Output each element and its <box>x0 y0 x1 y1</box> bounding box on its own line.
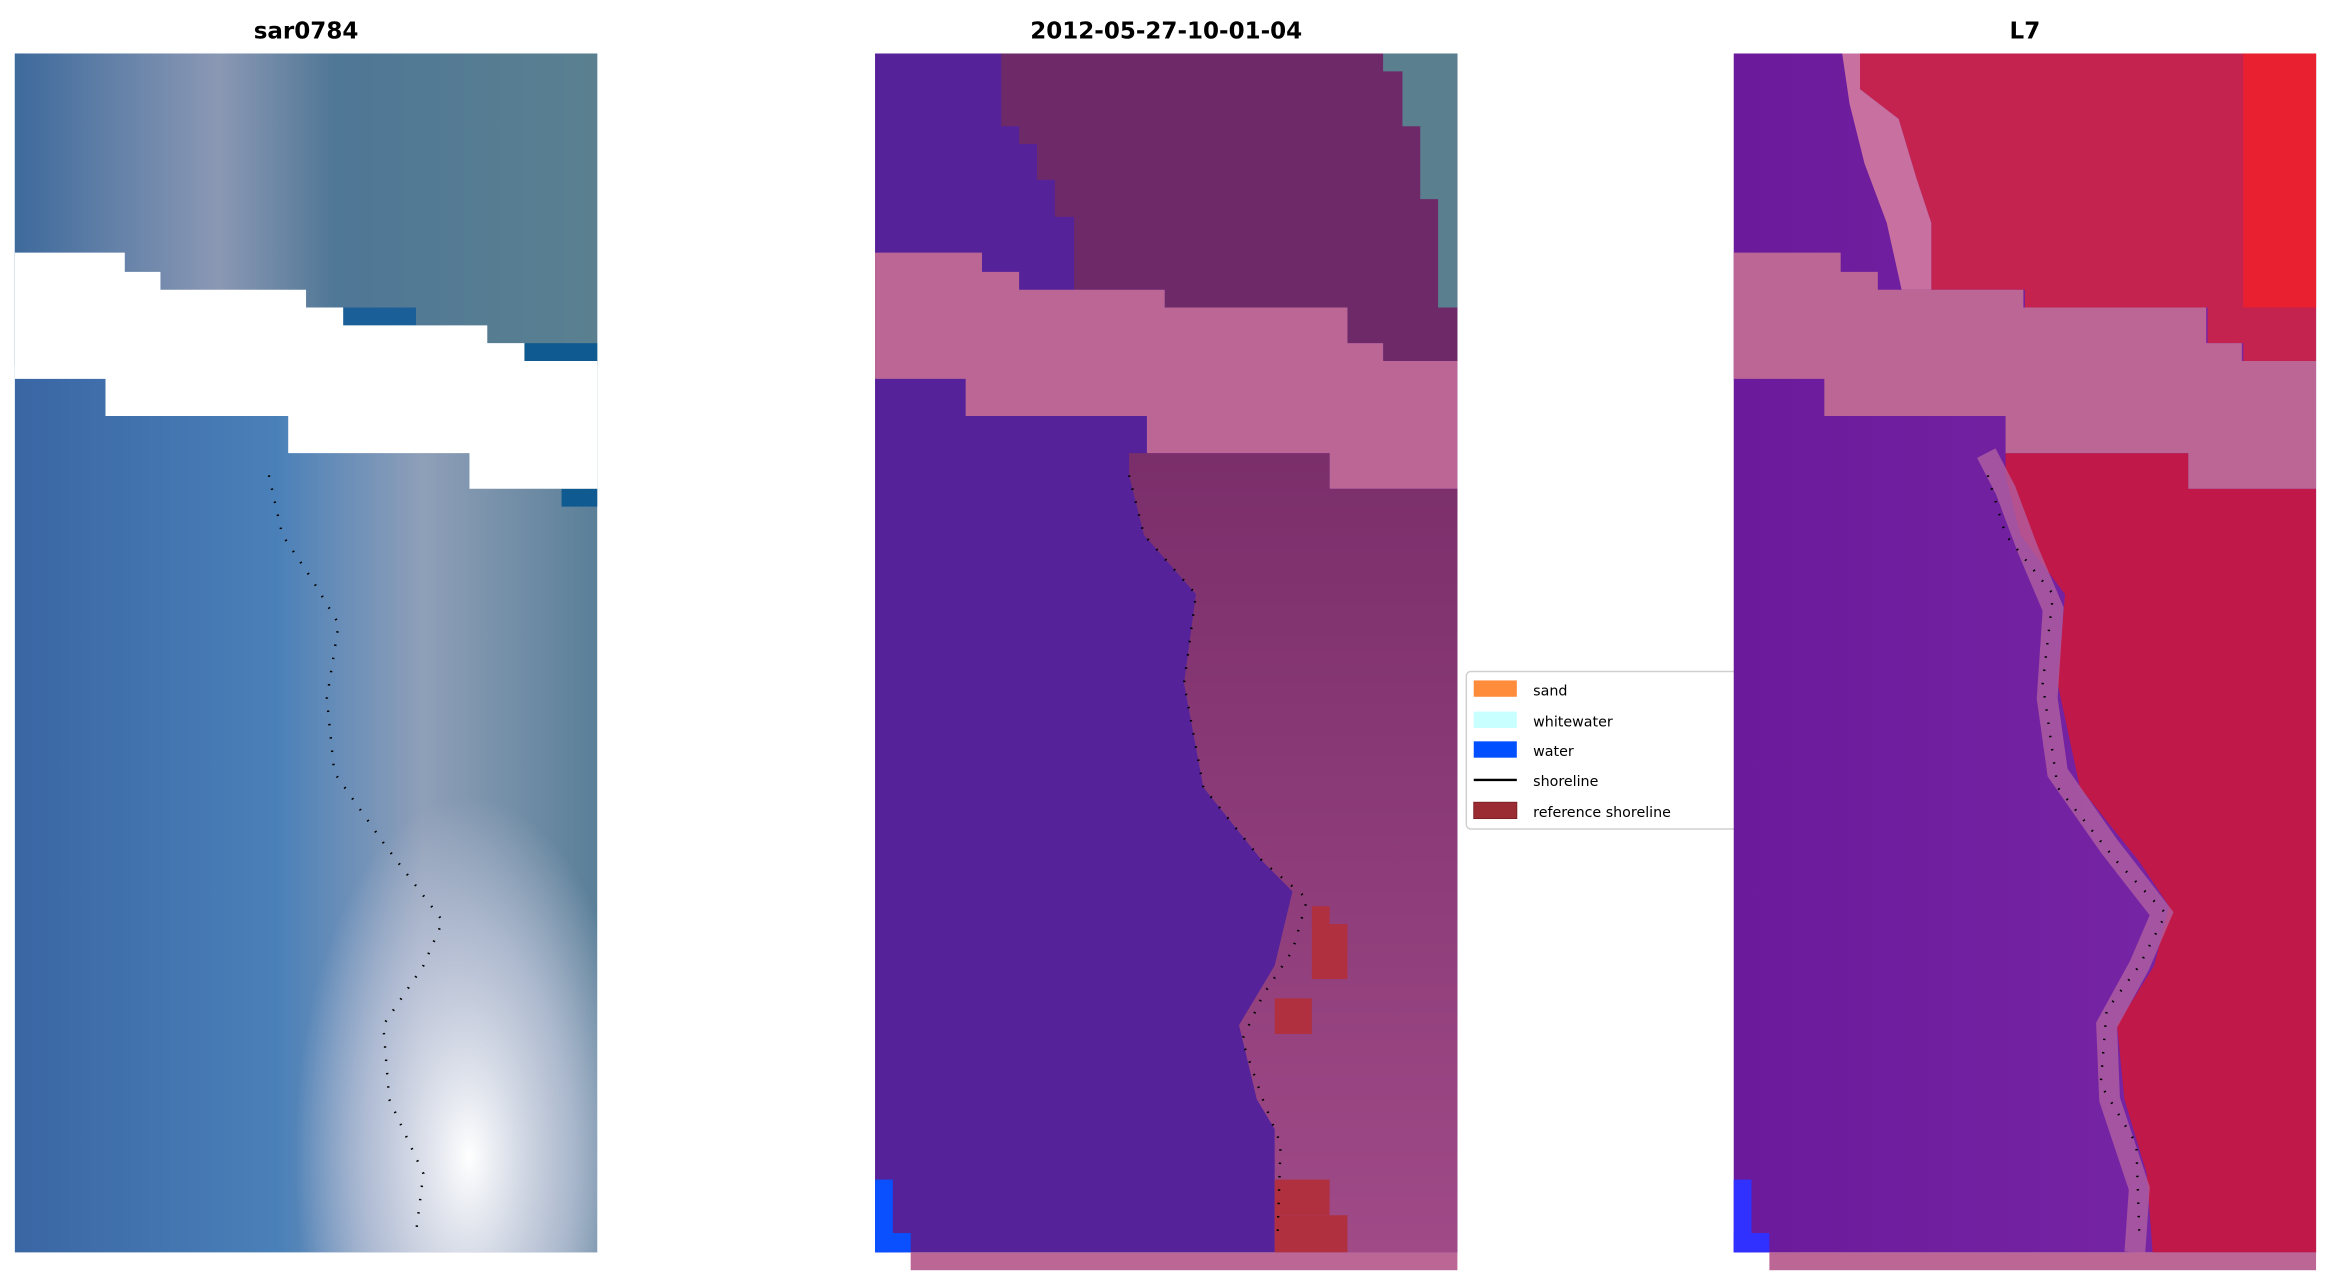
whitewater-area <box>14 53 598 1253</box>
dark-water-pixel <box>561 488 598 507</box>
whitewater-swatch <box>1473 711 1517 728</box>
reference-shoreline-pixels <box>1274 1179 1330 1216</box>
reference-shoreline-pixels <box>1274 998 1312 1035</box>
teal-strip <box>1383 53 1458 308</box>
reference-shoreline-pixels <box>1274 1215 1348 1253</box>
legend-label: sand <box>1533 683 1567 699</box>
bright-red-strip <box>2243 53 2317 308</box>
land-area-bottom <box>1129 453 1458 1253</box>
water-swatch <box>1473 741 1517 758</box>
water-pixels <box>875 1233 911 1253</box>
transition-strip <box>1842 53 1932 290</box>
water-pixels <box>1733 1233 1770 1253</box>
panel-title: sar0784 <box>254 19 359 45</box>
panel-index: L7 <box>1733 19 2317 1271</box>
panel-title: L7 <box>2010 19 2041 45</box>
dark-water-pixel <box>524 343 598 362</box>
land-area-top <box>1001 53 1458 362</box>
cloud-mask-band <box>1733 252 2317 489</box>
legend: sand whitewater water shoreline referenc… <box>1465 670 1750 830</box>
shoreline-dots <box>1127 475 1309 1234</box>
panel-classified: 2012-05-27-10-01-04 <box>875 19 1458 1271</box>
cloud-mask-strip <box>910 1252 1458 1271</box>
legend-label: water <box>1533 744 1574 760</box>
reference-shoreline-pixels <box>1311 924 1348 980</box>
legend-label: reference shoreline <box>1533 805 1671 821</box>
land-index-top <box>1860 53 2317 362</box>
legend-label: whitewater <box>1533 714 1613 730</box>
dark-water-pixel <box>343 307 416 326</box>
reference-shoreline-pixels <box>1311 906 1330 925</box>
panel-title: 2012-05-27-10-01-04 <box>1030 19 1302 45</box>
transition-band <box>1977 448 2174 1254</box>
cloud-mask-band <box>875 252 1458 489</box>
sand-swatch <box>1473 680 1517 697</box>
legend-label: shoreline <box>1533 774 1598 790</box>
reference-shoreline-swatch <box>1473 801 1518 820</box>
land-index-bottom <box>2005 453 2317 1253</box>
cloud-gap <box>14 252 598 489</box>
panel-rgb: sar0784 <box>14 19 598 1253</box>
cloud-mask-strip <box>1769 1252 2317 1271</box>
